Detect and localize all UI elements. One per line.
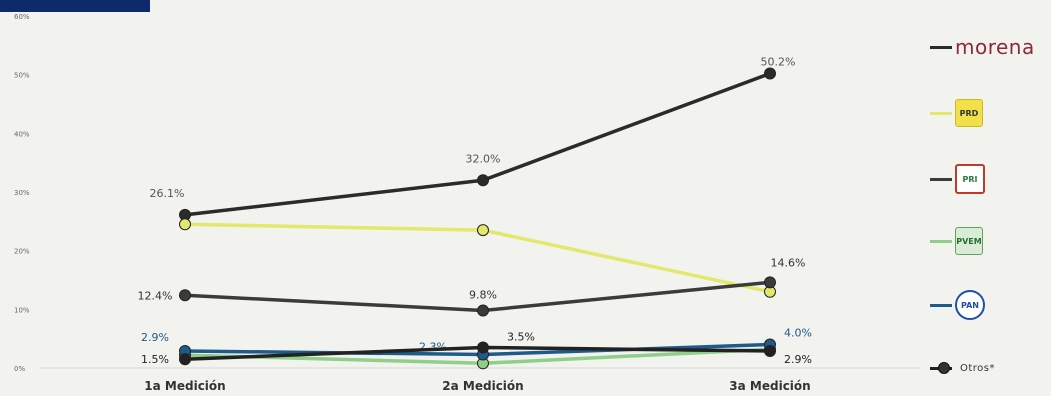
data-point-pri: [477, 304, 489, 317]
legend-item-pri: PRI: [930, 164, 985, 194]
data-label-morena: 50.2%: [761, 55, 796, 68]
legend-marker-otros: [938, 362, 950, 374]
y-tick-label: 30%: [14, 189, 30, 197]
y-tick-label: 40%: [14, 130, 30, 138]
data-label-morena: 32.0%: [466, 152, 501, 165]
legend-item-morena: morena: [930, 32, 1035, 62]
legend-swatch-pvem: [930, 239, 952, 243]
legend-item-pvem: PVEM: [930, 226, 983, 256]
data-label-pri: 14.6%: [771, 256, 806, 269]
legend-item-otros: Otros*: [930, 353, 995, 383]
y-tick-label: 50%: [14, 72, 30, 80]
data-point-otros: [179, 353, 191, 366]
pvem-logo-text: PVEM: [956, 236, 982, 246]
data-point-pri: [764, 276, 776, 289]
legend-label-otros: Otros*: [960, 362, 996, 374]
series-line-prd: [184, 222, 771, 294]
data-label-pan: 4.0%: [784, 327, 812, 340]
pri-logo-text: PRI: [962, 174, 978, 184]
legend-swatch-prd: [930, 111, 952, 115]
pan-logo-icon: PAN: [955, 290, 985, 320]
data-point-pri: [179, 289, 191, 302]
series-line-morena: [184, 71, 771, 217]
data-label-morena: 26.1%: [150, 187, 185, 200]
data-point-prd: [477, 224, 489, 237]
x-tick-label: 2a Medición: [442, 379, 523, 393]
legend-item-prd: PRD: [930, 98, 983, 128]
data-point-morena: [477, 174, 489, 187]
data-point-otros: [477, 341, 489, 354]
x-tick-label: 1a Medición: [144, 379, 225, 393]
legend-label-morena: morena: [955, 35, 1035, 59]
y-tick-label: 20%: [14, 248, 30, 256]
y-tick-label: 10%: [14, 306, 30, 314]
legend: morena PRD PRI PVEM PAN Otros*: [930, 0, 1051, 396]
prd-logo-text: PRD: [959, 108, 979, 118]
pvem-logo-icon: PVEM: [955, 227, 983, 255]
y-tick-label: 0%: [14, 365, 25, 373]
line-chart: 0% 10% 20% 30% 40% 50% 60% 1a Medición 2a Medici…: [14, 13, 920, 393]
legend-swatch-pri: [930, 177, 952, 181]
pri-logo-icon: PRI: [955, 164, 985, 194]
legend-swatch-morena: [930, 45, 952, 49]
legend-item-pan: PAN: [930, 290, 985, 320]
data-label-pri: 12.4%: [138, 289, 173, 302]
data-label-pan: 2.9%: [141, 331, 169, 344]
data-label-pri: 9.8%: [469, 289, 497, 302]
prd-logo-icon: PRD: [955, 99, 983, 127]
data-label-otros: 2.9%: [784, 353, 812, 366]
y-tick-label: 60%: [14, 13, 30, 21]
data-point-morena: [764, 67, 776, 80]
data-point-prd: [179, 218, 191, 231]
x-tick-label: 3a Medición: [729, 379, 810, 393]
header-band: [0, 0, 150, 12]
data-point-otros: [764, 344, 776, 357]
legend-swatch-pan: [930, 303, 952, 307]
data-label-otros: 1.5%: [141, 353, 169, 366]
data-label-otros: 3.5%: [507, 330, 535, 343]
pan-logo-text: PAN: [960, 300, 979, 310]
